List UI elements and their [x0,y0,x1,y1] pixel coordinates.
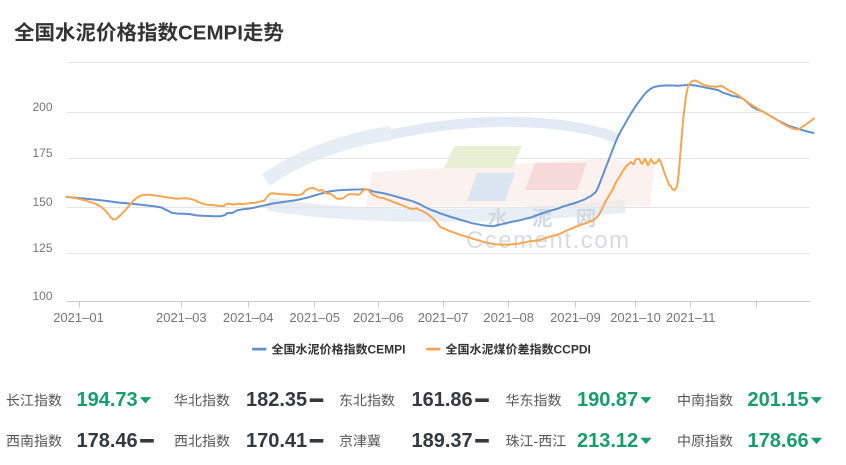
svg-text:213.12: 213.12 [577,430,638,452]
svg-text:2021–08: 2021–08 [483,310,534,325]
svg-text:2021–06: 2021–06 [353,310,404,325]
svg-text:2021–10: 2021–10 [610,310,661,325]
svg-text:2021–01: 2021–01 [53,310,104,325]
svg-text:2021–07: 2021–07 [418,310,469,325]
svg-text:CCPDI: CCPDI [554,343,591,357]
svg-text:200: 200 [32,100,52,114]
svg-text:150: 150 [32,195,52,209]
svg-text:125: 125 [32,241,52,255]
svg-text:2021–03: 2021–03 [156,310,207,325]
svg-text:178.66: 178.66 [748,430,809,452]
svg-text:Ccement.com: Ccement.com [466,227,631,254]
svg-text:CEMPI: CEMPI [368,343,406,357]
svg-text:182.35: 182.35 [246,389,307,411]
svg-text:175: 175 [32,146,52,160]
svg-text:-: - [534,433,539,449]
svg-text:189.37: 189.37 [412,430,473,452]
svg-text:2021–11: 2021–11 [666,310,716,325]
svg-text:190.87: 190.87 [577,389,638,411]
svg-text:194.73: 194.73 [77,389,138,411]
svg-text:201.15: 201.15 [748,389,809,411]
svg-text:178.46: 178.46 [77,430,138,452]
svg-text:2021–09: 2021–09 [550,310,601,325]
svg-text:170.41: 170.41 [246,430,307,452]
svg-text:100: 100 [32,289,52,303]
svg-text:2021–04: 2021–04 [223,310,274,325]
svg-text:2021–05: 2021–05 [289,310,340,325]
svg-text:161.86: 161.86 [412,389,473,411]
svg-text:CEMPI: CEMPI [178,22,243,45]
